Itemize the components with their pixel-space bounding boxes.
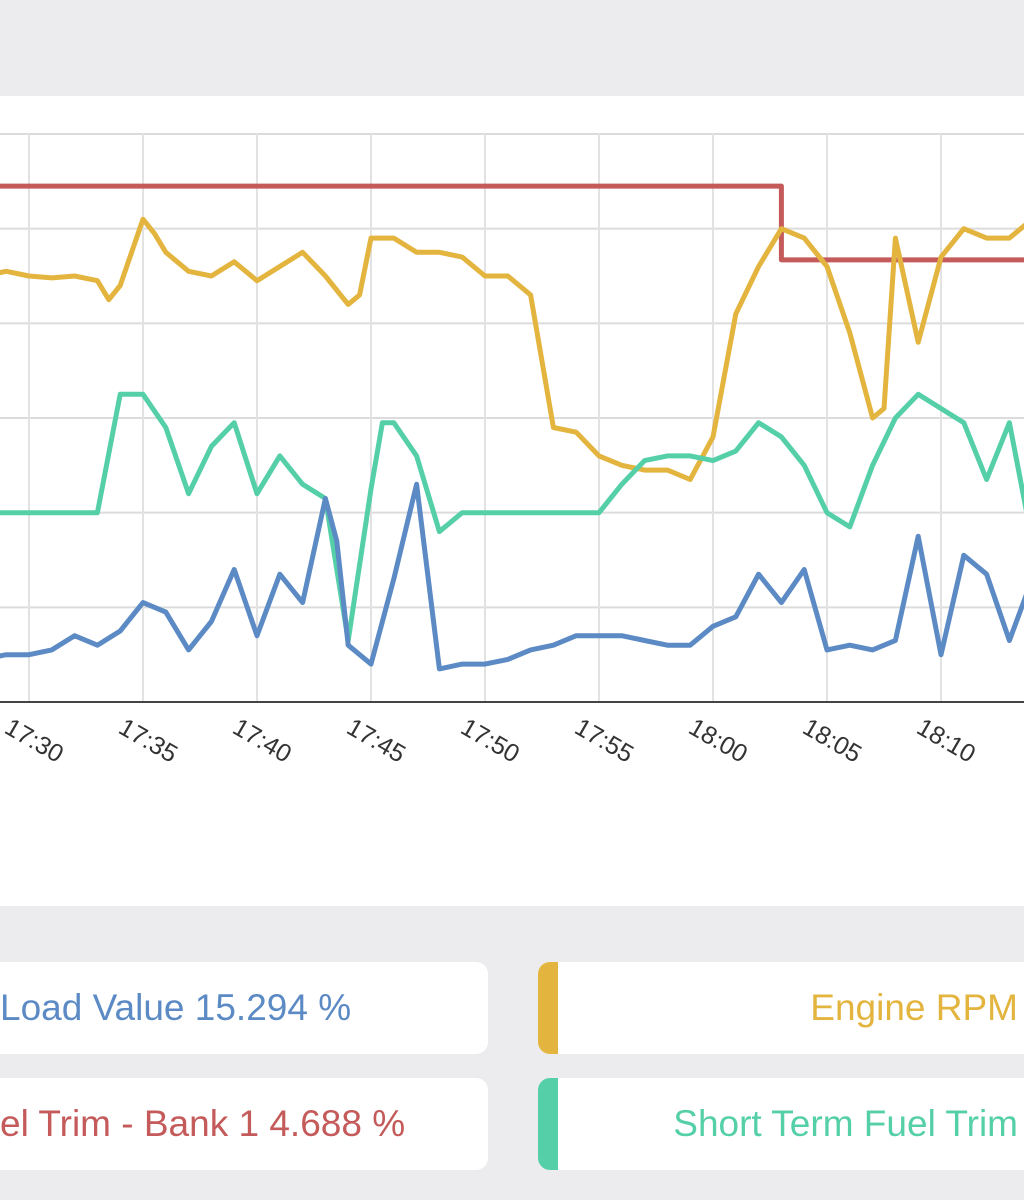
legend-item-load[interactable]: Load Value 15.294 % <box>0 962 488 1054</box>
legend-label-rpm: Engine RPM <box>810 987 1018 1028</box>
x-tick-label: 17:35 <box>114 713 182 769</box>
x-tick-label: 18:05 <box>798 713 866 769</box>
x-tick-label: 18:10 <box>912 713 980 769</box>
x-tick-label: 17:30 <box>0 713 68 769</box>
series-line-load <box>0 481 1024 672</box>
chart-card: 17:30 17:35 17:40 17:45 17:50 17:55 18:00 18:05… <box>0 96 1024 906</box>
x-tick-label: 17:45 <box>342 713 410 769</box>
x-tick-label: 17:50 <box>456 713 524 769</box>
legend-item-stft[interactable]: Short Term Fuel Trim <box>538 1078 1024 1170</box>
legend-swatch-stft <box>538 1078 558 1170</box>
legend-swatch-rpm <box>538 962 558 1054</box>
x-tick-label: 17:40 <box>228 713 296 769</box>
x-tick-label: 17:55 <box>570 713 638 769</box>
legend-label-ltft: el Trim - Bank 1 4.688 % <box>0 1103 406 1144</box>
legend-label-stft: Short Term Fuel Trim <box>673 1103 1018 1144</box>
legend-item-rpm[interactable]: Engine RPM <box>538 962 1024 1054</box>
legend-label-load: Load Value 15.294 % <box>0 987 352 1028</box>
series-line-stft <box>0 391 1024 643</box>
line-chart: 17:30 17:35 17:40 17:45 17:50 17:55 18:00 18:05… <box>0 133 1024 769</box>
legend-item-ltft[interactable]: el Trim - Bank 1 4.688 % <box>0 1078 488 1170</box>
series-line-rpm <box>0 216 1024 482</box>
series-line-ltft <box>0 183 1024 263</box>
x-tick-label: 18:00 <box>684 713 752 769</box>
